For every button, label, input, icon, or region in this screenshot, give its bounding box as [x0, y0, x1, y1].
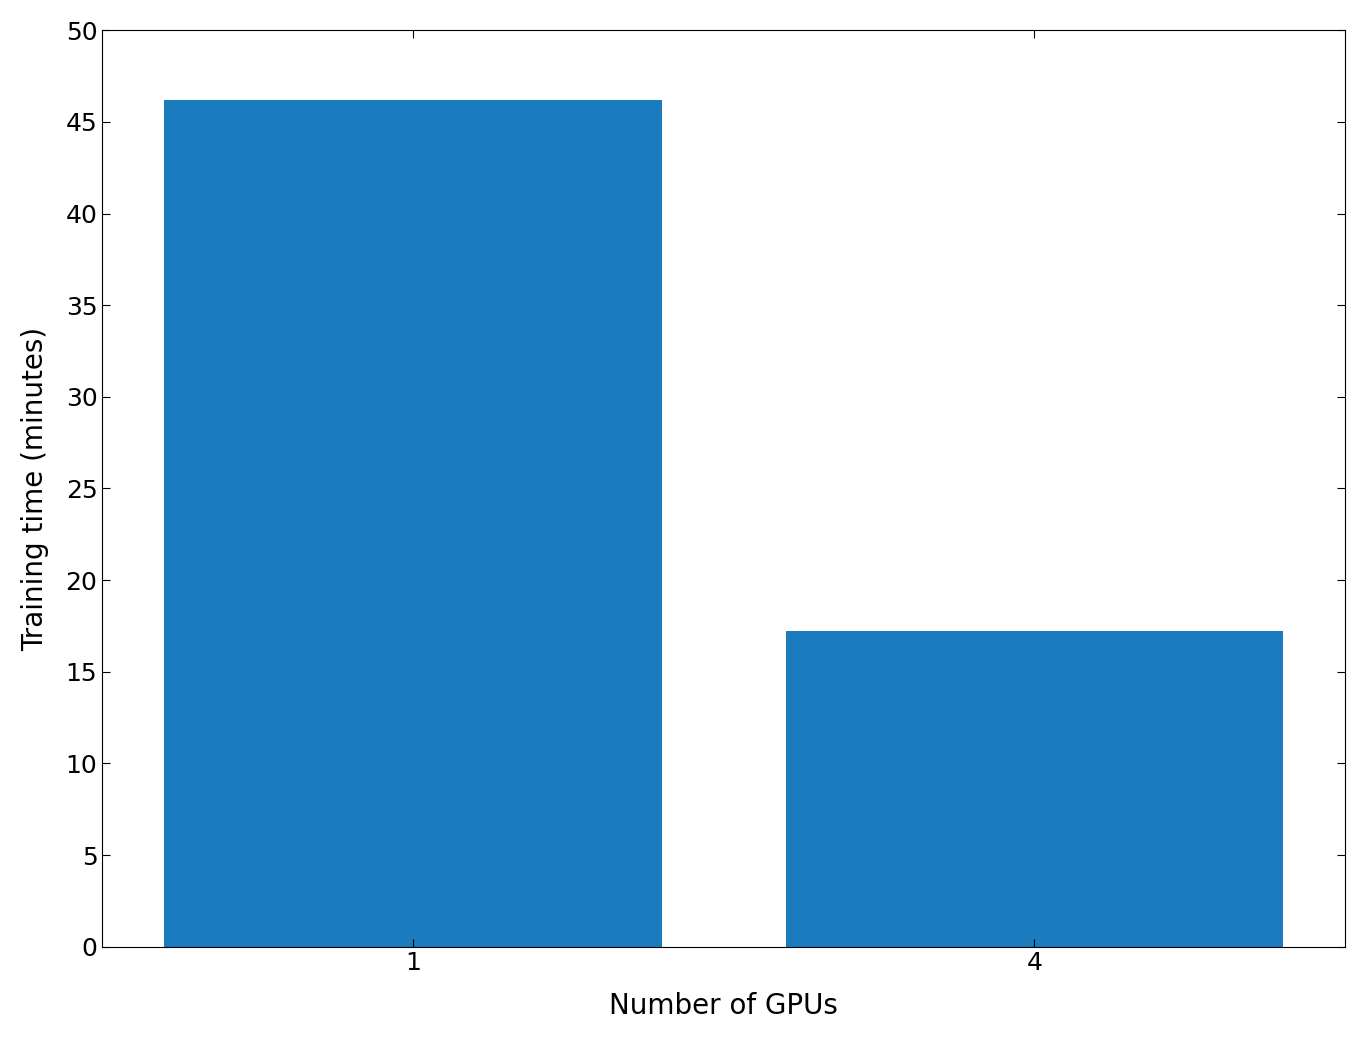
Y-axis label: Training time (minutes): Training time (minutes) — [20, 327, 49, 651]
Bar — [785, 632, 1283, 946]
X-axis label: Number of GPUs: Number of GPUs — [609, 992, 839, 1020]
Bar — [164, 100, 661, 946]
